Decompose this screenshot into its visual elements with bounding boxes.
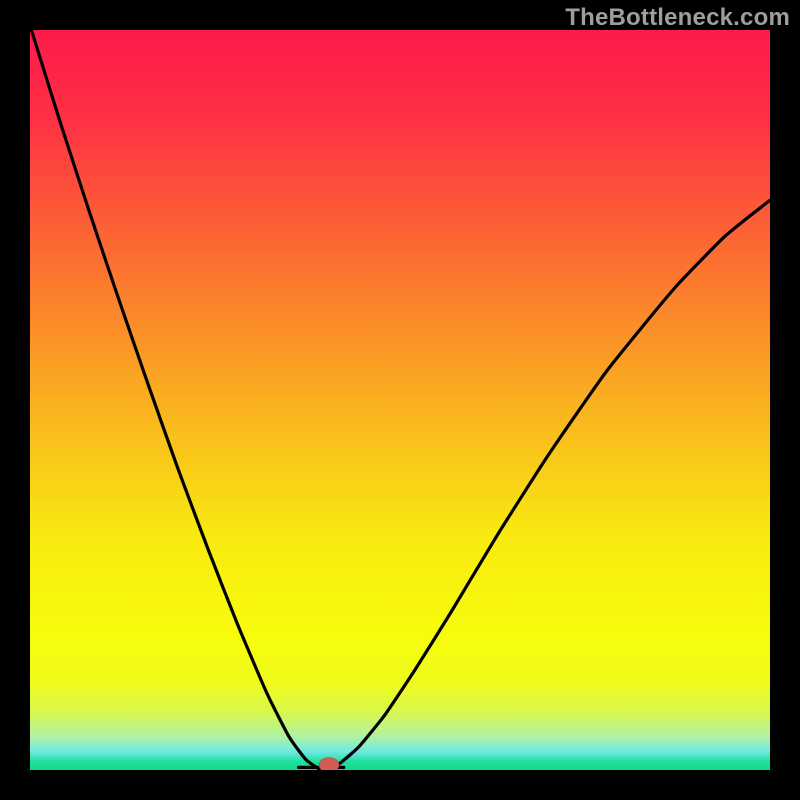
plot-background-gradient: [30, 30, 770, 770]
chart-container: TheBottleneck.com: [0, 0, 800, 800]
dip-marker: [319, 758, 339, 772]
watermark-text: TheBottleneck.com: [565, 4, 790, 32]
chart-svg: [0, 0, 800, 800]
